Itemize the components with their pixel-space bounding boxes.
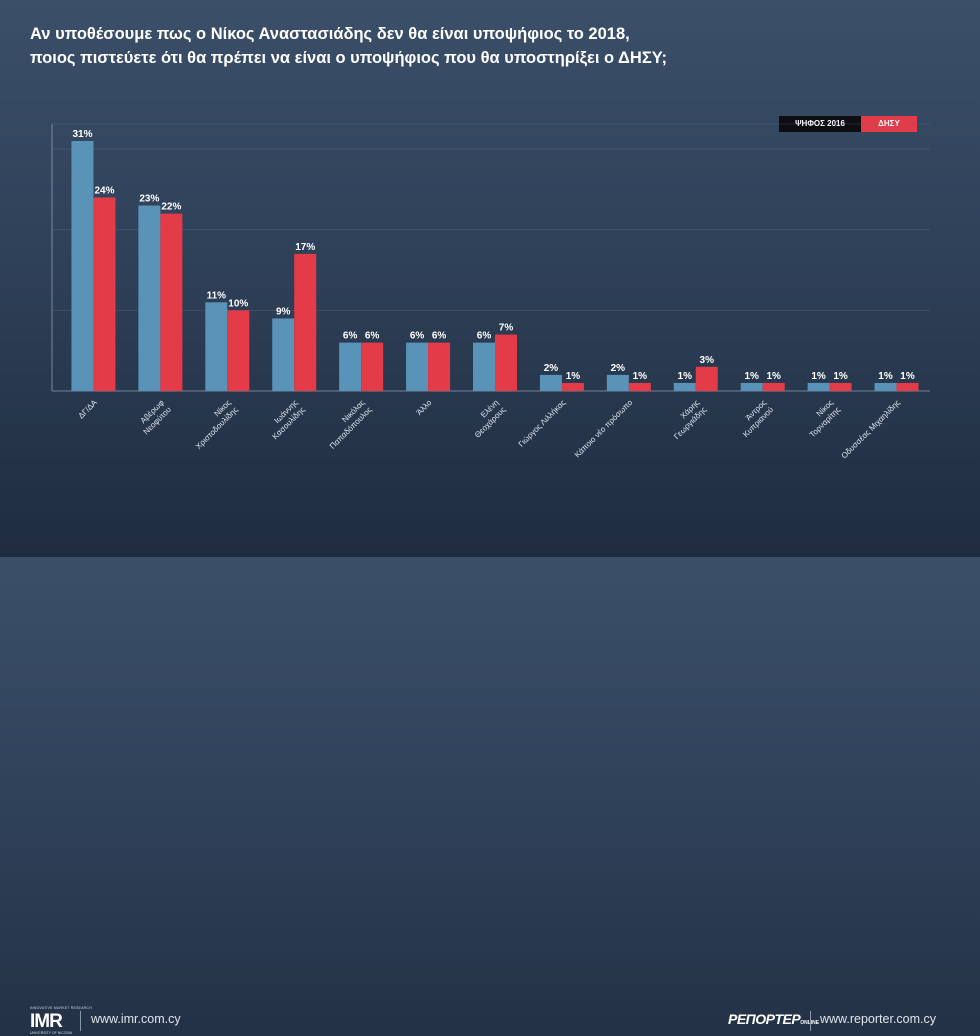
bar-disy <box>829 382 852 391</box>
data-label: 1% <box>900 371 915 382</box>
bar-vote-2016 <box>339 342 362 391</box>
x-tick-label: ΙωάννηςΚασουλίδης <box>263 398 307 441</box>
data-label: 6% <box>432 331 447 342</box>
x-tick-label: ΝίκοςΤορναρίτης <box>801 398 842 439</box>
bar-disy <box>160 213 183 391</box>
x-tick-label-line: ΔΓ/ΔΑ <box>76 398 99 421</box>
data-label: 1% <box>678 371 693 382</box>
data-label: 24% <box>94 185 114 196</box>
data-label: 1% <box>833 371 848 382</box>
x-tick-label-text: ΝίκοςΧριστοδουλίδης <box>187 398 240 451</box>
bar-vote-2016 <box>673 382 696 391</box>
chart-title-line-2: ποιος πιστεύετε ότι θα πρέπει να είναι ο… <box>30 49 667 67</box>
x-tick-label-line: Οδυσσέας Μιχαηλίδης <box>840 398 902 460</box>
chart-title-line-1: Αν υποθέσουμε πως ο Νίκος Αναστασιάδης δ… <box>30 25 630 43</box>
x-tick-label-text: ΧάρηςΓεωργιάδης <box>665 398 708 441</box>
x-tick-label-text: Άλλο <box>415 398 434 417</box>
data-label: 1% <box>766 371 781 382</box>
x-tick-label: ΧάρηςΓεωργιάδης <box>665 398 708 441</box>
imr-logo-bottom-text: UNIVERSITY OF NICOSIA <box>30 1031 73 1035</box>
bar-vote-2016 <box>406 342 429 391</box>
bar-vote-2016 <box>272 318 295 391</box>
bar-disy <box>896 382 919 391</box>
x-tick-label-text: ΝικόλαςΠαπαδόπουλος <box>321 398 374 451</box>
data-label: 1% <box>633 371 648 382</box>
bar-vote-2016 <box>807 382 830 391</box>
x-tick-label-text: ΙωάννηςΚασουλίδης <box>263 398 306 441</box>
x-tick-label: Άλλο <box>415 398 434 417</box>
data-label: 2% <box>611 363 626 374</box>
bar-vote-2016 <box>473 342 495 391</box>
footer-divider-right <box>810 1011 811 1031</box>
data-label: 6% <box>365 331 380 342</box>
x-tick-label: ΑβέρωφΝεοφύτου <box>135 398 173 436</box>
chart-title: Αν υποθέσουμε πως ο Νίκος Αναστασιάδης δ… <box>30 22 930 70</box>
bar-vote-2016 <box>740 382 763 391</box>
data-label: 6% <box>410 331 425 342</box>
data-label: 22% <box>161 202 181 213</box>
x-tick-label-line: Κάποιο νέο πρόσωπο <box>573 398 635 460</box>
x-tick-label: ΔΓ/ΔΑ <box>76 398 99 421</box>
bar-vote-2016 <box>606 374 629 391</box>
imr-logo-top-text: INNOVATIVE MARKET RESEARCH <box>30 1006 92 1010</box>
x-tick-label: ΝίκοςΧριστοδουλίδης <box>187 398 240 451</box>
data-label: 1% <box>744 371 759 382</box>
x-tick-label-text: Γιώργος Λιλλήκας <box>517 398 568 449</box>
x-tick-label: Γιώργος Λιλλήκας <box>517 398 568 449</box>
reporter-logo: ΡΕΠΟΡΤΕΡONLINE <box>728 1011 819 1027</box>
x-tick-label-text: ΝίκοςΤορναρίτης <box>801 398 842 439</box>
bar-vote-2016 <box>539 374 562 391</box>
x-tick-label-text: ΕλένηΘεοχάρους <box>466 398 508 440</box>
reporter-logo-text: ΡΕΠΟΡΤΕΡ <box>728 1011 801 1027</box>
data-label: 6% <box>477 331 492 342</box>
x-tick-label-line: Γιώργος Λιλλήκας <box>517 398 568 449</box>
reporter-url-link[interactable]: www.reporter.com.cy <box>820 1012 937 1026</box>
data-label: 9% <box>276 306 291 317</box>
x-tick-label-text: ΔΓ/ΔΑ <box>76 398 99 421</box>
bar-disy <box>428 342 451 391</box>
x-tick-label-line: Άλλο <box>415 398 434 417</box>
bar-disy <box>361 342 384 391</box>
bar-disy <box>762 382 785 391</box>
data-label: 17% <box>295 242 315 253</box>
x-tick-label-text: Κάποιο νέο πρόσωπο <box>573 398 635 460</box>
bar-disy <box>227 310 250 391</box>
bar-disy <box>628 382 651 391</box>
bar-disy <box>93 197 116 391</box>
data-label: 2% <box>544 363 559 374</box>
bar-vote-2016 <box>138 205 161 391</box>
bar-chart: 31% 24% ΔΓ/ΔΑ 23%22% ΑβέρωφΝεοφύτου 11%10% Νίκ… <box>51 123 930 460</box>
data-label: 7% <box>499 323 514 334</box>
data-label: 11% <box>207 290 227 301</box>
footer: INNOVATIVE MARKET RESEARCH IMR UNIVERSIT… <box>0 497 980 1035</box>
data-label: 1% <box>811 371 826 382</box>
bar-disy <box>495 334 517 391</box>
imr-logo-mark: IMR <box>30 1011 63 1032</box>
bar-disy <box>695 366 718 391</box>
bar-disy <box>561 382 584 391</box>
data-label: 31% <box>72 129 92 140</box>
x-tick-label: ΆντροςΚυπριανού <box>734 398 775 439</box>
footer-divider-left <box>80 1011 81 1031</box>
bar-vote-2016 <box>71 141 94 391</box>
bar-vote-2016 <box>874 382 897 391</box>
data-label: 1% <box>878 371 893 382</box>
data-label: 6% <box>343 331 358 342</box>
x-tick-label-text: ΑβέρωφΝεοφύτου <box>135 398 173 436</box>
x-tick-label-text: ΆντροςΚυπριανού <box>734 398 775 439</box>
x-tick-label: Κάποιο νέο πρόσωπο <box>573 398 635 460</box>
x-tick-label: ΝικόλαςΠαπαδόπουλος <box>321 398 374 451</box>
imr-logo: INNOVATIVE MARKET RESEARCH IMR UNIVERSIT… <box>30 1006 92 1036</box>
bar-vote-2016 <box>205 302 228 391</box>
x-tick-label: ΕλένηΘεοχάρους <box>466 398 508 440</box>
data-label: 10% <box>228 298 248 309</box>
x-tick-label-text: Οδυσσέας Μιχαηλίδης <box>840 398 902 460</box>
imr-url-link[interactable]: www.imr.com.cy <box>91 1012 181 1026</box>
x-tick-label: Οδυσσέας Μιχαηλίδης <box>840 398 902 460</box>
bar-disy <box>294 253 317 391</box>
data-label: 3% <box>700 355 715 366</box>
data-label: 1% <box>566 371 581 382</box>
data-label: 23% <box>139 194 159 205</box>
